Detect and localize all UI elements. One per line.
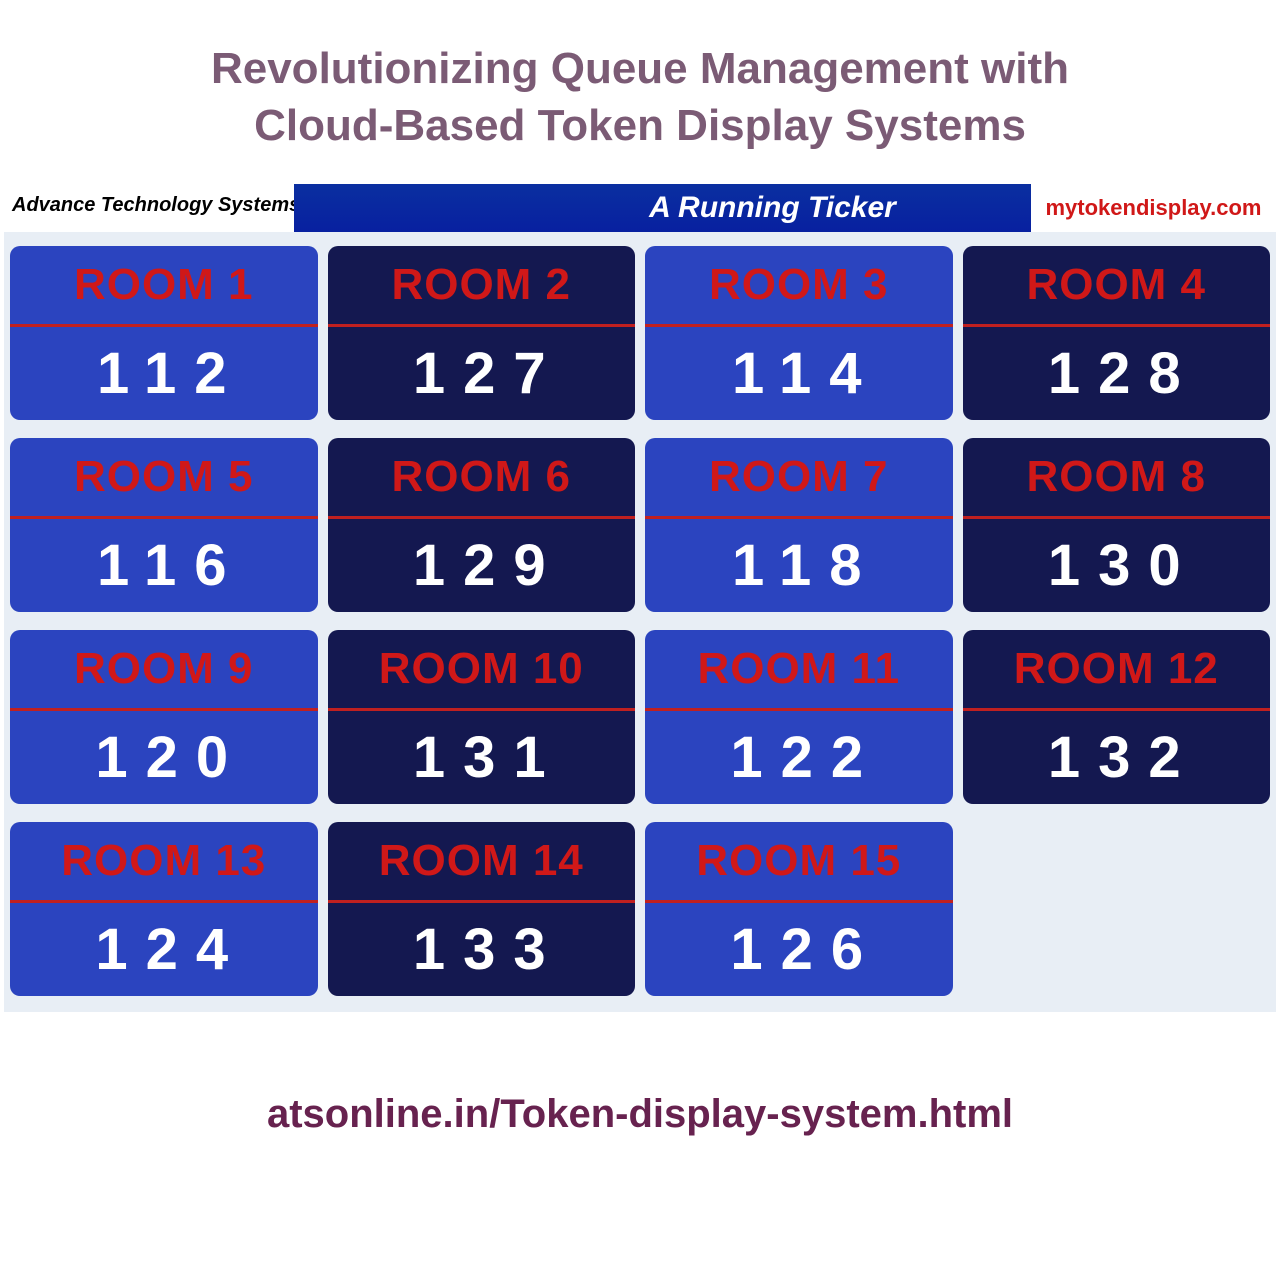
token-display-panel: Advance Technology Systems A Running Tic… xyxy=(4,184,1276,1012)
room-grid: ROOM 1112ROOM 2127ROOM 3114ROOM 4128ROOM… xyxy=(4,232,1276,1002)
room-card: ROOM 9120 xyxy=(10,630,318,804)
room-title: ROOM 10 xyxy=(328,630,636,708)
room-title: ROOM 7 xyxy=(645,438,953,516)
room-title: ROOM 11 xyxy=(645,630,953,708)
room-title: ROOM 14 xyxy=(328,822,636,900)
room-title: ROOM 9 xyxy=(10,630,318,708)
room-card: ROOM 2127 xyxy=(328,246,636,420)
room-token-number: 116 xyxy=(10,519,318,612)
brand-label: Advance Technology Systems xyxy=(4,184,294,232)
room-title: ROOM 1 xyxy=(10,246,318,324)
page-title-line1: Revolutionizing Queue Management with xyxy=(60,40,1220,97)
room-title: ROOM 2 xyxy=(328,246,636,324)
room-token-number: 130 xyxy=(963,519,1271,612)
room-card: ROOM 4128 xyxy=(963,246,1271,420)
room-card: ROOM 8130 xyxy=(963,438,1271,612)
room-token-number: 131 xyxy=(328,711,636,804)
room-token-number: 118 xyxy=(645,519,953,612)
room-token-number: 132 xyxy=(963,711,1271,804)
room-card: ROOM 13124 xyxy=(10,822,318,996)
page-title-line2: Cloud-Based Token Display Systems xyxy=(60,97,1220,154)
room-token-number: 124 xyxy=(10,903,318,996)
room-card: ROOM 11122 xyxy=(645,630,953,804)
footer-url: atsonline.in/Token-display-system.html xyxy=(0,1092,1280,1137)
room-card: ROOM 15126 xyxy=(645,822,953,996)
room-token-number: 112 xyxy=(10,327,318,420)
room-card: ROOM 1112 xyxy=(10,246,318,420)
room-title: ROOM 13 xyxy=(10,822,318,900)
page-title: Revolutionizing Queue Management with Cl… xyxy=(0,0,1280,184)
room-card: ROOM 5116 xyxy=(10,438,318,612)
ticker-text: A Running Ticker xyxy=(294,184,1031,232)
room-title: ROOM 5 xyxy=(10,438,318,516)
top-bar: Advance Technology Systems A Running Tic… xyxy=(4,184,1276,232)
room-token-number: 122 xyxy=(645,711,953,804)
room-token-number: 126 xyxy=(645,903,953,996)
room-token-number: 133 xyxy=(328,903,636,996)
room-card: ROOM 6129 xyxy=(328,438,636,612)
room-card: ROOM 7118 xyxy=(645,438,953,612)
room-token-number: 127 xyxy=(328,327,636,420)
room-token-number: 114 xyxy=(645,327,953,420)
room-card: ROOM 10131 xyxy=(328,630,636,804)
room-title: ROOM 12 xyxy=(963,630,1271,708)
room-card: ROOM 12132 xyxy=(963,630,1271,804)
room-title: ROOM 3 xyxy=(645,246,953,324)
room-title: ROOM 6 xyxy=(328,438,636,516)
room-token-number: 129 xyxy=(328,519,636,612)
room-card: ROOM 3114 xyxy=(645,246,953,420)
room-title: ROOM 15 xyxy=(645,822,953,900)
room-title: ROOM 8 xyxy=(963,438,1271,516)
room-card: ROOM 14133 xyxy=(328,822,636,996)
room-title: ROOM 4 xyxy=(963,246,1271,324)
room-token-number: 120 xyxy=(10,711,318,804)
site-label: mytokendisplay.com xyxy=(1031,184,1276,232)
room-token-number: 128 xyxy=(963,327,1271,420)
